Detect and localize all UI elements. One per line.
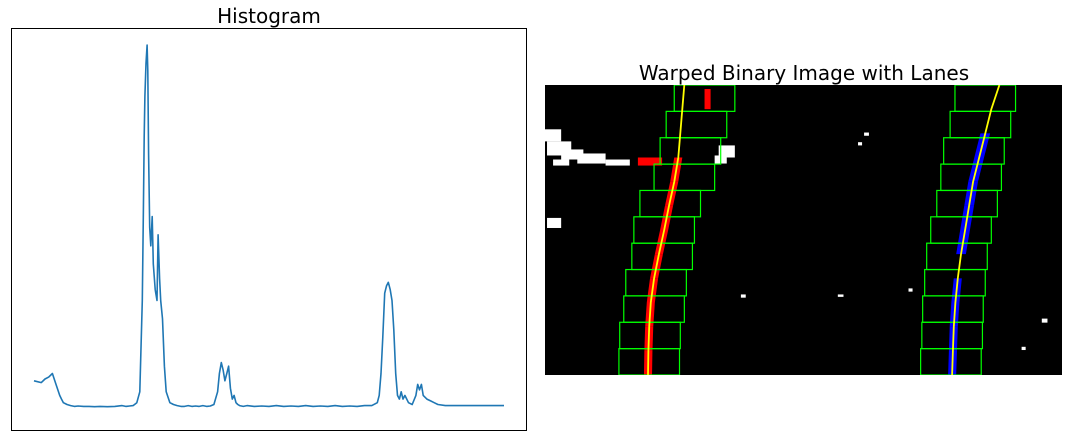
- left-lane-fit-line: [647, 85, 686, 375]
- warped-image-svg: [545, 85, 1048, 375]
- warped-binary-image: [545, 85, 1062, 375]
- histogram-line: [33, 44, 504, 408]
- warped-image-title: Warped Binary Image with Lanes: [638, 61, 970, 85]
- histogram-svg: [33, 44, 504, 408]
- histogram-title: Histogram: [217, 4, 321, 28]
- left-sliding-window: [665, 110, 728, 139]
- left-lane-pixels: [637, 157, 663, 166]
- left-lane-pixels: [704, 89, 711, 110]
- noise-blob: [837, 294, 844, 297]
- right-sliding-window: [954, 85, 1017, 112]
- noise-blob: [545, 129, 562, 142]
- noise-blob: [605, 159, 630, 166]
- noise-blob: [740, 294, 746, 298]
- right-sliding-window: [926, 242, 988, 271]
- noise-blob: [858, 142, 863, 146]
- noise-blob: [1021, 346, 1026, 351]
- noise-blob: [577, 153, 606, 164]
- histogram-plot-area: [11, 28, 527, 431]
- noise-blob: [864, 132, 869, 136]
- noise-blob: [553, 159, 570, 166]
- noise-blob: [1041, 318, 1048, 323]
- noise-blob: [908, 288, 913, 292]
- noise-blob: [718, 145, 735, 158]
- noise-blob: [561, 149, 584, 160]
- noise-blob: [547, 217, 562, 228]
- left-sliding-window: [653, 163, 716, 192]
- left-sliding-window: [659, 137, 722, 165]
- right-lane-fit-line: [951, 85, 1001, 375]
